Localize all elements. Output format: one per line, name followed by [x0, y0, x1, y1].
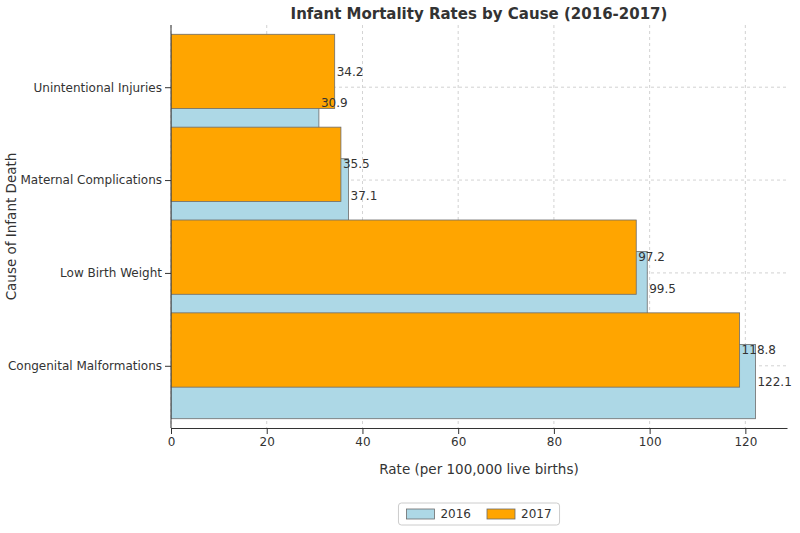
- x-tick-mark: [171, 428, 172, 434]
- y-tick-mark: [165, 180, 171, 181]
- data-label: 34.2: [337, 65, 364, 79]
- x-axis: 0 20 40 60 80 100 120: [168, 428, 788, 449]
- data-label: 35.5: [343, 157, 370, 171]
- y-tick-mark: [165, 273, 171, 274]
- y-tick-label: Congenital Malformations: [8, 359, 162, 373]
- data-label: 97.2: [638, 250, 665, 264]
- x-tick-label: 120: [734, 435, 757, 449]
- x-axis-line: [172, 428, 788, 429]
- legend-swatch: [487, 509, 515, 519]
- x-tick: 80: [547, 428, 562, 449]
- bars: [171, 34, 755, 418]
- legend: 2016 2017: [398, 503, 559, 525]
- y-tick-label: Maternal Complications: [20, 173, 162, 187]
- legend-box: [398, 503, 559, 525]
- x-tick: 60: [451, 428, 466, 449]
- bar: [171, 127, 341, 201]
- x-tick-mark: [458, 428, 459, 434]
- x-tick: 20: [260, 428, 275, 449]
- x-tick-mark: [267, 428, 268, 434]
- bar: [171, 220, 636, 294]
- y-tick-label: Low Birth Weight: [60, 266, 162, 280]
- y-tick: Congenital Malformations: [8, 359, 171, 373]
- legend-label: 2016: [440, 507, 471, 521]
- x-tick: 40: [355, 428, 370, 449]
- x-tick-mark: [745, 428, 746, 434]
- x-tick-mark: [554, 428, 555, 434]
- y-tick: Maternal Complications: [20, 173, 171, 187]
- legend-swatch: [406, 509, 434, 519]
- x-tick-mark: [362, 428, 363, 434]
- data-label: 30.9: [321, 96, 348, 110]
- bar: [171, 313, 740, 387]
- y-axis-title: Cause of Infant Death: [3, 153, 19, 301]
- y-axis-line: [171, 25, 172, 428]
- x-tick: 0: [168, 428, 176, 449]
- grid: [171, 25, 787, 428]
- y-tick-mark: [165, 87, 171, 88]
- plot: 122.1 99.5 37.1 30.9 118.8 97.2 35.5 34.2 0 20 40 6…: [8, 25, 792, 449]
- x-tick-label: 40: [355, 435, 370, 449]
- x-axis-title: Rate (per 100,000 live births): [379, 461, 578, 477]
- y-axis: Congenital Malformations Low Birth Weight…: [8, 25, 171, 428]
- chart: 122.1 99.5 37.1 30.9 118.8 97.2 35.5 34.2 0 20 40 6…: [0, 0, 800, 533]
- legend-label: 2017: [521, 507, 552, 521]
- data-label: 99.5: [649, 282, 676, 296]
- data-labels: 122.1 99.5 37.1 30.9 118.8 97.2 35.5 34.2: [321, 65, 792, 389]
- x-tick-label: 20: [260, 435, 275, 449]
- x-tick-label: 0: [168, 435, 176, 449]
- x-tick-mark: [650, 428, 651, 434]
- y-tick-label: Unintentional Injuries: [34, 81, 163, 95]
- x-tick-label: 80: [547, 435, 562, 449]
- y-tick: Low Birth Weight: [60, 266, 171, 280]
- x-tick-label: 100: [639, 435, 662, 449]
- data-label: 122.1: [757, 375, 791, 389]
- y-tick-mark: [165, 366, 171, 367]
- title: Infant Mortality Rates by Cause (2016-20…: [291, 5, 668, 23]
- data-label: 37.1: [351, 189, 378, 203]
- x-tick: 120: [734, 428, 757, 449]
- data-label: 118.8: [742, 343, 776, 357]
- x-tick-label: 60: [451, 435, 466, 449]
- bar: [171, 34, 335, 108]
- y-tick: Unintentional Injuries: [34, 81, 172, 95]
- x-tick: 100: [639, 428, 662, 449]
- grid-line-x: [171, 25, 172, 428]
